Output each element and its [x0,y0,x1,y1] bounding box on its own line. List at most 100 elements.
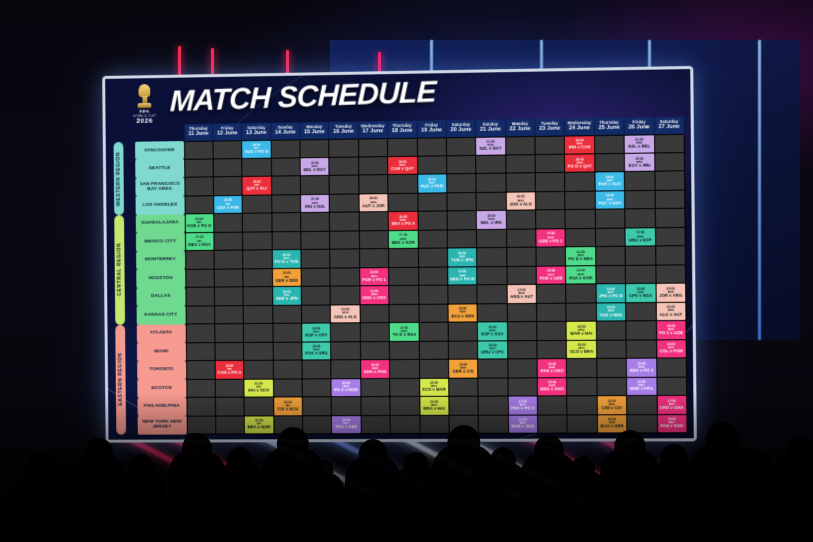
match-card[interactable]: 21:00 M42 NZL v EGY [476,136,505,155]
match-card[interactable]: 15:00 M53 MAR v HAI [566,321,596,340]
match-slot[interactable]: 15:00 M63 PUC v USA [594,190,625,210]
match-card[interactable]: 00:00 M20 AUT v JOR [359,194,388,212]
match-slot[interactable]: 21:00 M8 GER v DEN [272,268,302,287]
match-slot[interactable]: 21:00 M42 NZL v EGY [475,136,506,156]
match-slot[interactable]: 18:00 M60 PO D v QAT [564,153,595,173]
match-card[interactable]: 21:00 M19 ARG v ALG [331,305,360,323]
match-card[interactable]: 15:00 M63 PUC v USA [595,191,625,210]
match-card[interactable]: 12:00 M38 NED v PO B [448,267,477,285]
match-card[interactable]: 18:00 M4 AUS v PO D [242,140,271,159]
match-slot[interactable]: 12:00 M38 NED v PO B [447,266,478,286]
match-card[interactable]: 15:00 M16 BEL v EGY [300,157,329,176]
match-card[interactable]: 22:00 M69 ALG v AUT [656,302,686,321]
city-cell[interactable]: MIAMI [136,342,186,362]
match-card[interactable]: 21:00 M56 RSA v KOR [566,265,596,284]
match-card[interactable]: 15:00 M57 JPN v PO B [596,284,626,303]
match-slot[interactable]: 12:00 M46 ARG v AUT [506,284,537,304]
match-card[interactable]: 00:00 M31 PUC v PAR [417,174,447,193]
match-slot[interactable]: 15:00 M54 SCO v BRA [566,339,597,359]
match-card[interactable]: 15:00 M71 COL v POR [656,339,686,358]
match-card[interactable]: 18:00 M27 CAN v QAT [388,156,417,175]
city-cell[interactable]: MEXICO CITY [135,232,185,252]
match-card[interactable]: 21:00 M55 PO D v MEX [566,247,596,266]
match-card[interactable]: 21:00 M44 JOR v ALG [506,192,536,211]
match-slot[interactable]: 15:00 M5 QAT v SUI [242,176,272,196]
match-card[interactable]: 12:00 M1 MEX v RSA [185,232,214,251]
match-slot[interactable]: 15:00 M47 POR v UZB [536,265,567,285]
match-slot[interactable]: 15:00 M39 BEL v IRN [476,210,507,230]
match-slot[interactable]: 12:00 M21 POR v PO 1 [359,267,389,287]
match-slot[interactable]: 18:00 M26 BRA v PO A [388,211,418,231]
city-cell[interactable]: SAN FRANCISCO BAY AREA [135,177,185,197]
match-card[interactable]: 18:00 M26 BRA v PO A [388,212,418,230]
match-card[interactable]: 15:00 M68 URU v ESP [625,228,655,247]
match-slot[interactable]: 22:00 M69 ALG v AUT [655,301,686,321]
match-card[interactable]: 15:00 M35 GER v CIV [448,359,478,378]
match-card[interactable]: 20:00 M23 GHA v PAN [360,360,390,378]
match-slot[interactable]: 21:00 M25 MEX v KOR [388,230,418,249]
match-slot[interactable]: 22:00 M2 KOR v PO D [184,213,214,233]
city-cell[interactable]: VANCOUVER [135,141,184,161]
city-cell[interactable]: HOUSTON [136,269,185,288]
match-slot[interactable]: 15:00 M37 URU v CPV [477,340,508,360]
match-card[interactable]: 15:00 M65 CPV v RSA [626,284,656,302]
match-card[interactable]: 21:00 M15 IRN v NZL [300,194,330,213]
match-card[interactable]: 15:00 M36 ESP v KSA [478,322,507,341]
match-card[interactable]: 21:00 M25 MEX v KOR [388,230,418,249]
match-slot[interactable]: 18:00 M4 AUS v PO D [241,139,271,159]
match-slot[interactable]: 15:00 M62 EGY v IRN [624,152,655,172]
match-card[interactable]: 15:00 M48 PAN v CRO [537,359,567,377]
match-card[interactable]: 15:00 M37 URU v CPV [478,340,507,359]
match-slot[interactable]: 20:00 M11 NED v JPN [272,286,302,306]
match-card[interactable]: 15:00 M5 QAT v SUI [242,177,271,195]
match-slot[interactable]: 00:00 M30 TUN v JPN [447,248,477,267]
match-card[interactable]: 15:00 M47 POR v UZB [536,266,566,285]
match-card[interactable]: 22:00 M12 PO D v TUN [272,250,301,268]
city-cell[interactable]: GUADALAJARA [135,214,185,234]
match-card[interactable]: 15:00 M49 UZB v PO 1 [536,229,566,247]
match-card[interactable]: 15:00 M54 SCO v BRA [567,340,597,359]
match-card[interactable]: 18:00 M60 PO D v QAT [565,154,595,173]
match-slot[interactable]: 15:00 M14 ESP v CPV [301,323,331,342]
match-card[interactable]: 20:00 M11 NED v JPN [272,287,301,305]
match-card[interactable]: 15:00 M14 ESP v CPV [302,323,331,342]
city-cell[interactable]: ATLANTA [136,324,186,343]
city-cell[interactable]: TORONTO [137,360,186,380]
city-cell[interactable]: KANSAS CITY [136,305,186,325]
match-slot[interactable]: 00:00 M31 PUC v PAR [417,174,447,194]
match-slot[interactable]: 12:00 M22 ENG v CRO [359,285,390,305]
match-card[interactable]: 15:00 M13 KSA v URU [302,342,331,360]
match-card[interactable]: 15:00 M70 PO 1 v UZB [656,321,686,340]
match-slot[interactable]: 15:00 M3 CAN v PO A [214,360,245,379]
match-slot[interactable]: 00:00 M20 AUT v JOR [358,193,389,213]
match-card[interactable]: 18:00 M33 ECU v DEN [448,304,478,322]
match-slot[interactable]: 12:00 M1 MEX v RSA [184,232,214,251]
match-card[interactable]: 21:00 M4 USA v PAR [213,195,243,214]
match-slot[interactable]: 21:00 M4 USA v PAR [213,195,243,214]
match-card[interactable]: 15:00 M3 CAN v PO A [215,360,244,379]
match-slot[interactable]: 15:00 M57 JPN v PO B [595,283,626,303]
match-slot[interactable]: 18:00 M27 CAN v QAT [387,156,418,176]
match-card[interactable]: 12:00 M21 POR v PO 1 [359,267,389,286]
match-slot[interactable]: 21:00 M15 IRN v NZL [300,194,330,213]
match-card[interactable]: 15:00 M50 SEN v PO 2 [626,358,656,377]
match-slot[interactable]: 18:00 M61 IRN v CAN [564,135,595,155]
match-slot[interactable]: 15:00 M16 BEL v EGY [300,157,330,177]
match-slot[interactable]: 15:00 M68 URU v ESP [625,227,656,247]
match-card[interactable]: 12:00 M22 ENG v CRO [360,286,389,304]
match-slot[interactable]: 21:00 M55 PO D v MEX [565,246,596,266]
city-cell[interactable]: DALLAS [136,287,186,307]
city-cell[interactable]: LOS ANGELES [135,195,185,215]
match-slot[interactable]: 15:00 M36 ESP v KSA [477,321,508,341]
match-card[interactable]: 18:00 M61 IRN v CAN [565,135,595,154]
match-card[interactable]: 15:00 M39 BEL v IRN [476,211,506,229]
match-slot[interactable]: 22:00 M58 JOR v ARG [655,283,686,303]
match-slot[interactable]: 21:00 M44 JOR v ALG [505,191,536,211]
match-card[interactable]: 21:00 M8 GER v DEN [272,268,301,287]
match-slot[interactable]: 15:00 M70 PO 1 v UZB [655,320,687,340]
match-slot[interactable]: 18:00 M33 ECU v DEN [447,303,478,323]
match-card[interactable]: 12:00 M46 ARG v AUT [507,285,537,303]
match-card[interactable]: 12:00 M28 PO D v RSA [389,323,419,341]
match-card[interactable]: 21:00 M66 NZL v BEL [624,134,654,153]
match-slot[interactable]: 21:00 M56 RSA v KOR [565,265,596,285]
